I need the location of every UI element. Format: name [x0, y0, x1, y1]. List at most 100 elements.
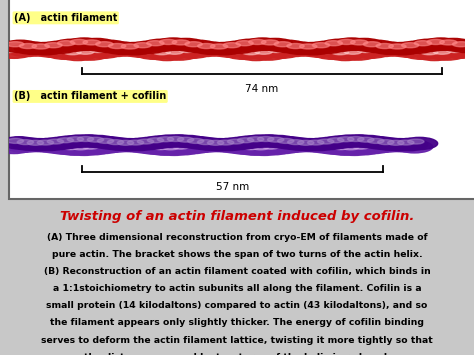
Ellipse shape — [346, 38, 383, 51]
Ellipse shape — [70, 39, 88, 44]
Ellipse shape — [286, 140, 322, 152]
Ellipse shape — [204, 45, 221, 50]
Ellipse shape — [269, 40, 307, 53]
Ellipse shape — [222, 142, 239, 147]
Ellipse shape — [161, 48, 199, 60]
Ellipse shape — [331, 50, 349, 55]
Ellipse shape — [11, 138, 47, 150]
Ellipse shape — [211, 45, 250, 58]
Ellipse shape — [64, 50, 81, 55]
Ellipse shape — [288, 44, 326, 56]
Ellipse shape — [83, 40, 100, 45]
Ellipse shape — [142, 39, 180, 51]
Ellipse shape — [201, 138, 237, 151]
Ellipse shape — [101, 138, 137, 150]
Ellipse shape — [6, 140, 42, 152]
Ellipse shape — [7, 42, 24, 47]
Ellipse shape — [257, 137, 274, 142]
Ellipse shape — [137, 139, 154, 144]
Ellipse shape — [17, 140, 34, 144]
Ellipse shape — [232, 144, 249, 149]
Ellipse shape — [376, 43, 393, 49]
Ellipse shape — [256, 38, 294, 51]
Ellipse shape — [12, 142, 28, 147]
Ellipse shape — [398, 140, 414, 145]
Ellipse shape — [275, 44, 313, 56]
Ellipse shape — [274, 42, 292, 47]
Ellipse shape — [166, 49, 183, 54]
Ellipse shape — [116, 43, 154, 55]
Ellipse shape — [328, 138, 344, 143]
Ellipse shape — [121, 138, 157, 151]
Ellipse shape — [202, 141, 219, 146]
Ellipse shape — [321, 136, 357, 148]
Ellipse shape — [307, 41, 345, 54]
Ellipse shape — [237, 138, 254, 143]
Ellipse shape — [255, 49, 272, 54]
Ellipse shape — [185, 42, 202, 47]
Ellipse shape — [311, 137, 347, 149]
Ellipse shape — [363, 42, 381, 47]
Ellipse shape — [90, 48, 107, 53]
Ellipse shape — [109, 43, 126, 49]
Ellipse shape — [67, 137, 83, 142]
Ellipse shape — [376, 140, 413, 152]
Text: 74 nm: 74 nm — [246, 84, 279, 94]
Text: the distance spanned by two turns of the helix is reduced.: the distance spanned by two turns of the… — [83, 353, 391, 355]
Ellipse shape — [163, 145, 179, 150]
Ellipse shape — [208, 140, 224, 145]
Ellipse shape — [247, 137, 264, 142]
Ellipse shape — [392, 141, 409, 146]
Ellipse shape — [337, 137, 354, 142]
Ellipse shape — [420, 50, 438, 55]
Ellipse shape — [356, 141, 392, 154]
Ellipse shape — [1, 40, 39, 53]
Text: (B) Reconstruction of an actin filament coated with cofilin, which binds in: (B) Reconstruction of an actin filament … — [44, 267, 430, 276]
Ellipse shape — [300, 44, 317, 49]
Ellipse shape — [395, 47, 412, 51]
Ellipse shape — [408, 139, 424, 144]
Ellipse shape — [26, 140, 62, 152]
Ellipse shape — [371, 138, 408, 150]
Ellipse shape — [128, 140, 144, 145]
Ellipse shape — [109, 44, 148, 56]
Ellipse shape — [377, 44, 415, 56]
Ellipse shape — [414, 41, 431, 46]
Ellipse shape — [0, 48, 18, 53]
Ellipse shape — [205, 43, 243, 55]
Text: serves to deform the actin filament lattice, twisting it more tightly so that: serves to deform the actin filament latt… — [41, 335, 433, 345]
Ellipse shape — [57, 41, 75, 46]
Ellipse shape — [326, 143, 363, 155]
Ellipse shape — [383, 141, 399, 146]
Ellipse shape — [453, 42, 470, 47]
Ellipse shape — [192, 42, 230, 54]
Ellipse shape — [261, 136, 298, 148]
Ellipse shape — [409, 39, 447, 51]
Ellipse shape — [84, 46, 122, 58]
Ellipse shape — [435, 38, 473, 51]
Ellipse shape — [294, 43, 332, 55]
Ellipse shape — [293, 45, 310, 50]
Ellipse shape — [0, 141, 32, 154]
Ellipse shape — [140, 48, 158, 54]
Ellipse shape — [396, 41, 434, 54]
Ellipse shape — [72, 145, 89, 150]
Ellipse shape — [157, 137, 174, 142]
Ellipse shape — [271, 137, 308, 149]
Ellipse shape — [210, 44, 228, 49]
Ellipse shape — [237, 48, 275, 61]
Ellipse shape — [27, 140, 44, 145]
Ellipse shape — [0, 46, 33, 58]
Ellipse shape — [72, 48, 109, 60]
Ellipse shape — [153, 50, 170, 55]
Ellipse shape — [92, 143, 109, 148]
Ellipse shape — [42, 142, 59, 147]
Ellipse shape — [33, 45, 71, 58]
Ellipse shape — [428, 48, 466, 60]
Ellipse shape — [112, 141, 129, 146]
Ellipse shape — [129, 41, 167, 54]
Ellipse shape — [346, 142, 383, 155]
Ellipse shape — [131, 137, 167, 149]
Ellipse shape — [22, 141, 38, 146]
Ellipse shape — [177, 137, 194, 142]
